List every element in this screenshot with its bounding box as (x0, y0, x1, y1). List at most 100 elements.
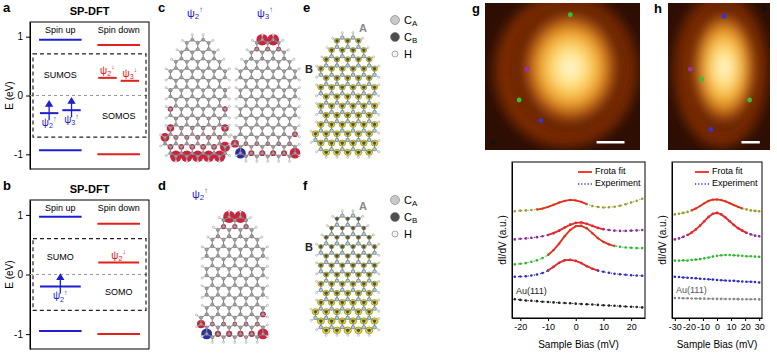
hydrogen-atom (228, 155, 230, 157)
carbon-atom (191, 95, 194, 98)
carbon-atom (212, 151, 215, 154)
carbon-atom (239, 326, 242, 329)
experiment-point (519, 299, 522, 302)
carbon-atom (205, 267, 208, 270)
carbon-atom (256, 257, 259, 260)
carbon-atom (282, 95, 285, 98)
tip-position (490, 140, 495, 145)
carbon-atom (216, 332, 219, 335)
experiment-point (674, 259, 677, 262)
fit-line (687, 213, 746, 235)
hydrogen-atom (266, 316, 268, 318)
tip-position (699, 77, 704, 82)
experiment-point (699, 258, 702, 261)
hydrogen-atom (191, 34, 193, 36)
experiment-point (630, 201, 633, 204)
carbon-atom (272, 88, 275, 91)
hydrogen-atom (235, 155, 237, 157)
carbon-atom (205, 287, 208, 290)
hydrogen-atom (235, 105, 237, 107)
carbon-atom (288, 155, 291, 158)
experiment-point (525, 262, 528, 265)
carbon-atom (250, 107, 253, 110)
legend: Frota fitExperiment (695, 166, 758, 188)
tick-label: 1 (17, 210, 23, 221)
hydrogen-atom (201, 246, 203, 248)
orbital-lobe (256, 303, 258, 305)
experiment-point (711, 297, 714, 300)
carbon-atom (282, 145, 285, 148)
carbon-atom (255, 60, 258, 63)
column-header: Spin down (98, 203, 140, 213)
hydrogen-atom (165, 98, 167, 100)
experiment-point (563, 302, 566, 305)
carbon-atom (272, 38, 275, 41)
carbon-atom (261, 70, 264, 73)
carbon-atom (223, 151, 226, 154)
orbital-lobe (245, 67, 248, 70)
carbon-atom (191, 151, 194, 154)
experiment-point (682, 297, 685, 300)
experiment-point (591, 303, 594, 306)
orbital-lobe (239, 76, 242, 79)
tick-label: -10 (542, 322, 555, 332)
carbon-atom (185, 123, 188, 126)
carbon-atom (255, 79, 258, 82)
hydrogen-atom (218, 216, 220, 218)
tick-mark (26, 154, 30, 155)
experiment-point (674, 297, 677, 300)
carbon-atom (277, 85, 280, 88)
series-label: Au(111) (516, 286, 547, 296)
level-label: ψ2↑ (53, 288, 68, 304)
carbon-atom (207, 48, 210, 51)
hydrogen-atom (212, 226, 214, 228)
experiment-point (745, 298, 748, 301)
orbital-lobe (288, 67, 291, 70)
carbon-atom (233, 264, 236, 267)
carbon-atom (277, 104, 280, 107)
experiment-point (608, 206, 611, 209)
carbon-atom (288, 60, 291, 63)
carbon-atom (207, 123, 210, 126)
carbon-atom (191, 145, 194, 148)
carbon-atom (261, 133, 264, 136)
orbital-lobe (250, 57, 254, 61)
orbital-lobe (206, 135, 211, 140)
hydrogen-atom (175, 160, 177, 162)
carbon-atom (207, 98, 210, 101)
experiment-point (541, 257, 544, 260)
axis-title: E (eV) (4, 260, 15, 288)
orbital-lobe (216, 235, 220, 239)
carbon-atom (227, 235, 230, 238)
carbon-atom (207, 85, 210, 88)
orbital-lobe (277, 67, 280, 70)
legend-label: Frota fit (712, 166, 743, 176)
panel-letter: h (654, 1, 662, 16)
carbon-atom (266, 142, 269, 145)
experiment-point (619, 230, 622, 233)
column-header: Spin down (98, 25, 140, 35)
carbon-atom (227, 215, 230, 218)
carbon-atom (293, 70, 296, 73)
carbon-atom (293, 145, 296, 148)
experiment-point (758, 210, 761, 213)
carbon-atom (282, 76, 285, 79)
carbon-atom (282, 133, 285, 136)
bonds (231, 35, 300, 162)
energy-level (39, 149, 82, 151)
tick-mark (26, 37, 30, 38)
orbital-lobe (250, 77, 252, 79)
experiment-point (602, 271, 605, 274)
carbon-atom (174, 98, 177, 101)
experiment-point (678, 259, 681, 262)
hydrogen-atom (298, 143, 300, 145)
experiment-point (711, 255, 714, 258)
carbon-atom (211, 277, 214, 280)
hydrogen-atom (298, 136, 300, 138)
orbital-lobe (261, 77, 263, 79)
carbon-atom (227, 274, 230, 277)
carbon-atom (233, 335, 236, 338)
orbital-lobe (216, 313, 219, 316)
carbon-atom (256, 303, 259, 306)
carbon-atom (293, 95, 296, 98)
